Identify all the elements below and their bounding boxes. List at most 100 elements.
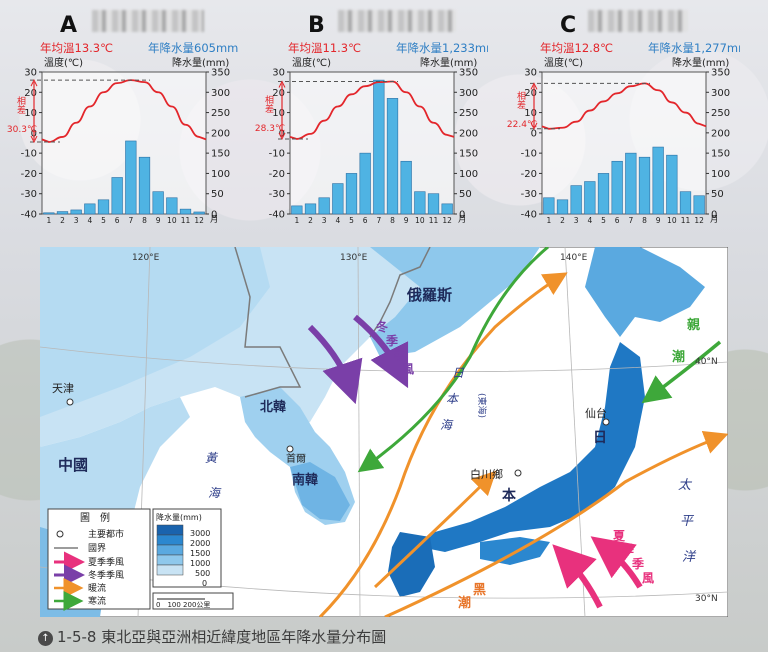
precip-bar — [400, 160, 412, 215]
figure-caption: ↑ 1-5-8 東北亞與亞洲相近緯度地區年降水量分布圖 — [38, 626, 386, 647]
precip-bar — [70, 209, 82, 215]
precip-tick-label: 150 — [211, 149, 230, 160]
range-value: 22.4℃ — [507, 120, 537, 130]
precip-bar — [679, 191, 692, 215]
annual-temp: 年均溫13.3℃ — [40, 41, 113, 55]
precip-bar — [373, 79, 385, 215]
precip-bar — [584, 181, 596, 215]
winter-monsoon-label: 冬 季 季 風 — [376, 319, 414, 376]
range-label: 相差 — [515, 90, 526, 109]
annual-temp: 年均溫11.3℃ — [288, 41, 361, 55]
precip-tick-label: 200 — [459, 128, 478, 139]
svg-text:國界: 國界 — [88, 543, 106, 554]
label-china: 中國 — [58, 456, 88, 474]
range-label: 相差 — [263, 94, 274, 113]
oyashio-label: 親 潮 — [672, 317, 700, 365]
precip-bar — [441, 203, 453, 215]
month-label: 9 — [656, 216, 661, 225]
temp-axis-label: 溫度(℃) — [44, 56, 83, 69]
temp-axis-label: 溫度(℃) — [544, 56, 583, 69]
label-seoul: 首爾 — [286, 452, 306, 465]
svg-text:黃: 黃 — [205, 451, 219, 465]
arrow-up-icon: ↑ — [38, 631, 53, 646]
precip-bar — [693, 195, 705, 215]
month-label: 10 — [167, 216, 177, 225]
blurred-city-name — [92, 10, 204, 32]
blurred-city-name — [588, 10, 688, 32]
precip-bar — [291, 205, 303, 215]
range-arrow-up — [530, 82, 538, 90]
precip-bar — [386, 98, 399, 215]
month-label: 8 — [142, 216, 147, 225]
blurred-city-name — [338, 10, 456, 32]
temp-tick-label: -40 — [521, 210, 537, 221]
climate-chart-c: C 年均溫12.8℃ 年降水量1,277mm 溫度(℃) 降水量(mm) 30 20 10 0-… — [500, 0, 740, 235]
svg-text:3000: 3000 — [190, 529, 210, 538]
month-unit: 月 — [710, 215, 719, 225]
range-arrow-up — [278, 80, 286, 88]
svg-text:潮: 潮 — [672, 349, 685, 365]
precip-bar — [43, 212, 55, 215]
svg-text:季: 季 — [631, 556, 645, 571]
temp-line — [541, 82, 707, 130]
warm-current-arrow — [384, 431, 729, 619]
precip-bar — [345, 173, 358, 215]
svg-text:冬: 冬 — [376, 319, 388, 334]
temp-tick-label: -20 — [269, 169, 285, 180]
annual-temp: 年均溫12.8℃ — [540, 41, 613, 55]
label-sendai: 仙台 — [585, 406, 607, 420]
month-label: 2 — [60, 216, 65, 225]
temp-tick-label: 10 — [272, 108, 285, 119]
precip-bar — [611, 160, 623, 215]
label-japan-ri: 日 — [593, 430, 607, 446]
plot-frame — [41, 71, 207, 215]
winter-monsoon-arrow — [307, 324, 363, 405]
temp-tick-label: -20 — [521, 169, 537, 180]
precip-tick-label: 150 — [459, 149, 478, 160]
precip-bar — [427, 193, 440, 215]
svg-text:冬季季風: 冬季季風 — [88, 569, 124, 581]
month-label: 3 — [322, 216, 327, 225]
precip-axis-label: 降水量(mm) — [672, 56, 729, 69]
month-label: 6 — [115, 216, 120, 225]
lon-label: 130°E — [340, 253, 368, 263]
month-label: 5 — [601, 216, 606, 225]
precip-bar — [543, 197, 555, 215]
precip-tick-label: 100 — [459, 169, 478, 180]
panel-letter: B — [308, 13, 325, 38]
label-south-korea: 南韓 — [292, 472, 318, 488]
month-unit: 月 — [210, 215, 219, 225]
temp-axis-label: 溫度(℃) — [292, 56, 331, 69]
month-label: 11 — [429, 216, 439, 225]
svg-text:1000: 1000 — [190, 559, 210, 568]
month-label: 5 — [349, 216, 354, 225]
precip-bar — [111, 177, 123, 215]
precip-tick-label: 100 — [211, 169, 230, 180]
precip-tick-label: 50 — [711, 189, 724, 200]
svg-text:太: 太 — [678, 478, 693, 493]
svg-text:0: 0 — [202, 579, 207, 588]
plot-frame — [541, 71, 707, 215]
map-scale: 0 100 200公里 — [156, 601, 210, 609]
precip-tick-label: 350 — [711, 68, 730, 79]
label-tianjin: 天津 — [52, 382, 74, 395]
precip-tick-label: 300 — [459, 88, 478, 99]
temp-line — [289, 80, 455, 140]
label-russia: 俄羅斯 — [406, 286, 452, 304]
month-label: 3 — [574, 216, 579, 225]
range-label: 相差 — [15, 95, 26, 114]
map-legend: 圖 例 主要都市 國界 夏季季風 冬季季風 暖流 寒流 降水量(mm) 3000… — [47, 508, 234, 611]
national-border — [234, 246, 302, 398]
cold-current-arrow — [641, 340, 722, 404]
month-label: 7 — [128, 216, 133, 225]
range-arrow-up — [30, 78, 38, 87]
precip-tick-label: 0 — [211, 210, 217, 221]
precip-tick-label: 250 — [211, 108, 230, 119]
east-sea-label: (東海) — [476, 393, 488, 418]
precip-bar — [193, 211, 205, 215]
label-north-korea: 北韓 — [260, 399, 286, 415]
temp-tick-label: 10 — [24, 108, 37, 119]
precip-tick-label: 0 — [459, 210, 465, 221]
temp-tick-label: 20 — [524, 88, 537, 99]
precip-tick-label: 350 — [211, 68, 230, 79]
